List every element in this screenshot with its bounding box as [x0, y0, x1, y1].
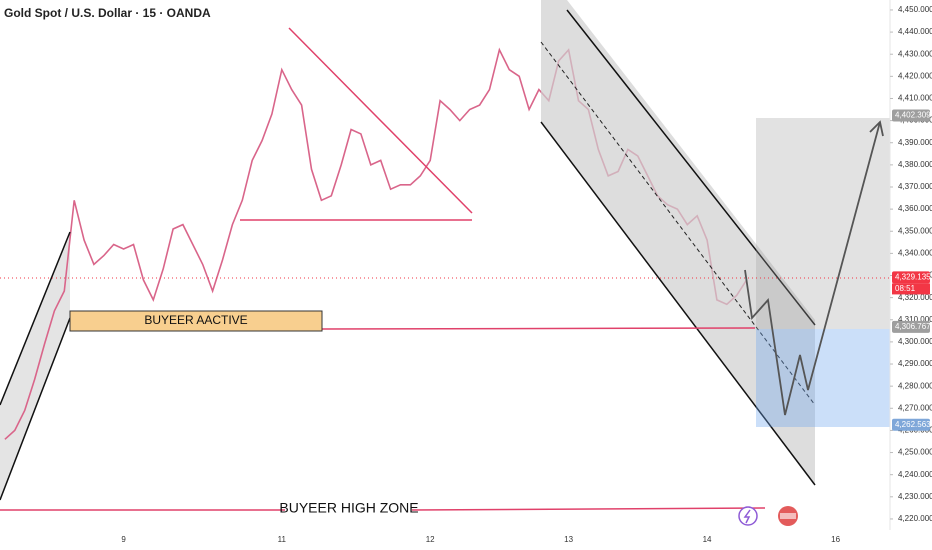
projection-arrow — [744, 121, 881, 416]
y-tick-label: 4,370.000 — [898, 182, 932, 191]
arrow-head — [869, 120, 884, 137]
y-tick-label: 4,220.000 — [898, 514, 932, 523]
flag-stripe — [780, 513, 796, 519]
price-label-box — [892, 109, 930, 122]
y-tick-label: 4,240.000 — [898, 470, 932, 479]
channel-line — [0, 317, 71, 501]
channel-line — [566, 9, 816, 326]
price-label: 4,402.309 — [895, 111, 931, 120]
target-box — [756, 118, 890, 329]
x-tick-label: 14 — [703, 535, 712, 544]
price-label: 4,262.563 — [895, 420, 931, 429]
y-tick-label: 4,430.000 — [898, 49, 932, 58]
y-tick-label: 4,450.000 — [898, 5, 932, 14]
y-tick-label: 4,350.000 — [898, 226, 932, 235]
channel-midline — [540, 41, 816, 406]
y-tick-label: 4,300.000 — [898, 337, 932, 346]
down-channel — [541, 0, 815, 485]
support-line — [321, 327, 756, 330]
y-tick-label: 4,340.000 — [898, 248, 932, 257]
buyer-box — [69, 310, 323, 332]
price-label-box — [892, 320, 930, 333]
y-tick-label: 4,420.000 — [898, 71, 932, 80]
x-tick-label: 9 — [121, 535, 126, 544]
price-label: 4,329.135 — [895, 273, 931, 282]
y-tick-label: 4,410.000 — [898, 94, 932, 103]
y-tick-label: 4,440.000 — [898, 27, 932, 36]
channel-line — [0, 231, 71, 406]
y-tick-label: 4,270.000 — [898, 403, 932, 412]
annotation: BUYEER HIGH ZONE — [279, 500, 418, 516]
left-channel — [0, 232, 70, 500]
y-tick-label: 4,320.000 — [898, 293, 932, 302]
flash-glyph — [743, 509, 751, 524]
x-tick-label: 12 — [426, 535, 435, 544]
countdown: 08:51 — [895, 284, 916, 293]
y-tick-label: 4,290.000 — [898, 359, 932, 368]
y-tick-label: 4,360.000 — [898, 204, 932, 213]
zone-line — [411, 507, 766, 511]
y-tick-label: 4,310.000 — [898, 315, 932, 324]
price-label-box — [892, 271, 930, 284]
x-tick-label: 13 — [564, 535, 573, 544]
x-tick-label: 11 — [278, 535, 287, 544]
triangle-line — [288, 27, 473, 214]
price-label: 4,306.767 — [895, 322, 931, 331]
y-tick-label: 4,280.000 — [898, 381, 932, 390]
stop-box — [756, 329, 890, 427]
x-tick-label: 16 — [831, 535, 840, 544]
y-tick-label: 4,390.000 — [898, 138, 932, 147]
y-tick-label: 4,230.000 — [898, 492, 932, 501]
countdown-box — [892, 283, 930, 295]
annotation: BUYEER AACTIVE — [144, 313, 247, 327]
price-label-box — [892, 418, 930, 431]
y-tick-label: 4,250.000 — [898, 448, 932, 457]
chart-title: Gold Spot / U.S. Dollar · 15 · OANDA — [4, 6, 211, 20]
channel-line — [540, 121, 816, 486]
y-tick-label: 4,380.000 — [898, 160, 932, 169]
flash-icon[interactable] — [738, 506, 758, 526]
